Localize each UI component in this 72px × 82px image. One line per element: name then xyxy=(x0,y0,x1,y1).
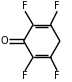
Text: F: F xyxy=(22,71,28,81)
Text: F: F xyxy=(22,1,28,11)
Text: O: O xyxy=(1,36,8,46)
Text: F: F xyxy=(54,71,60,81)
Text: F: F xyxy=(54,1,60,11)
